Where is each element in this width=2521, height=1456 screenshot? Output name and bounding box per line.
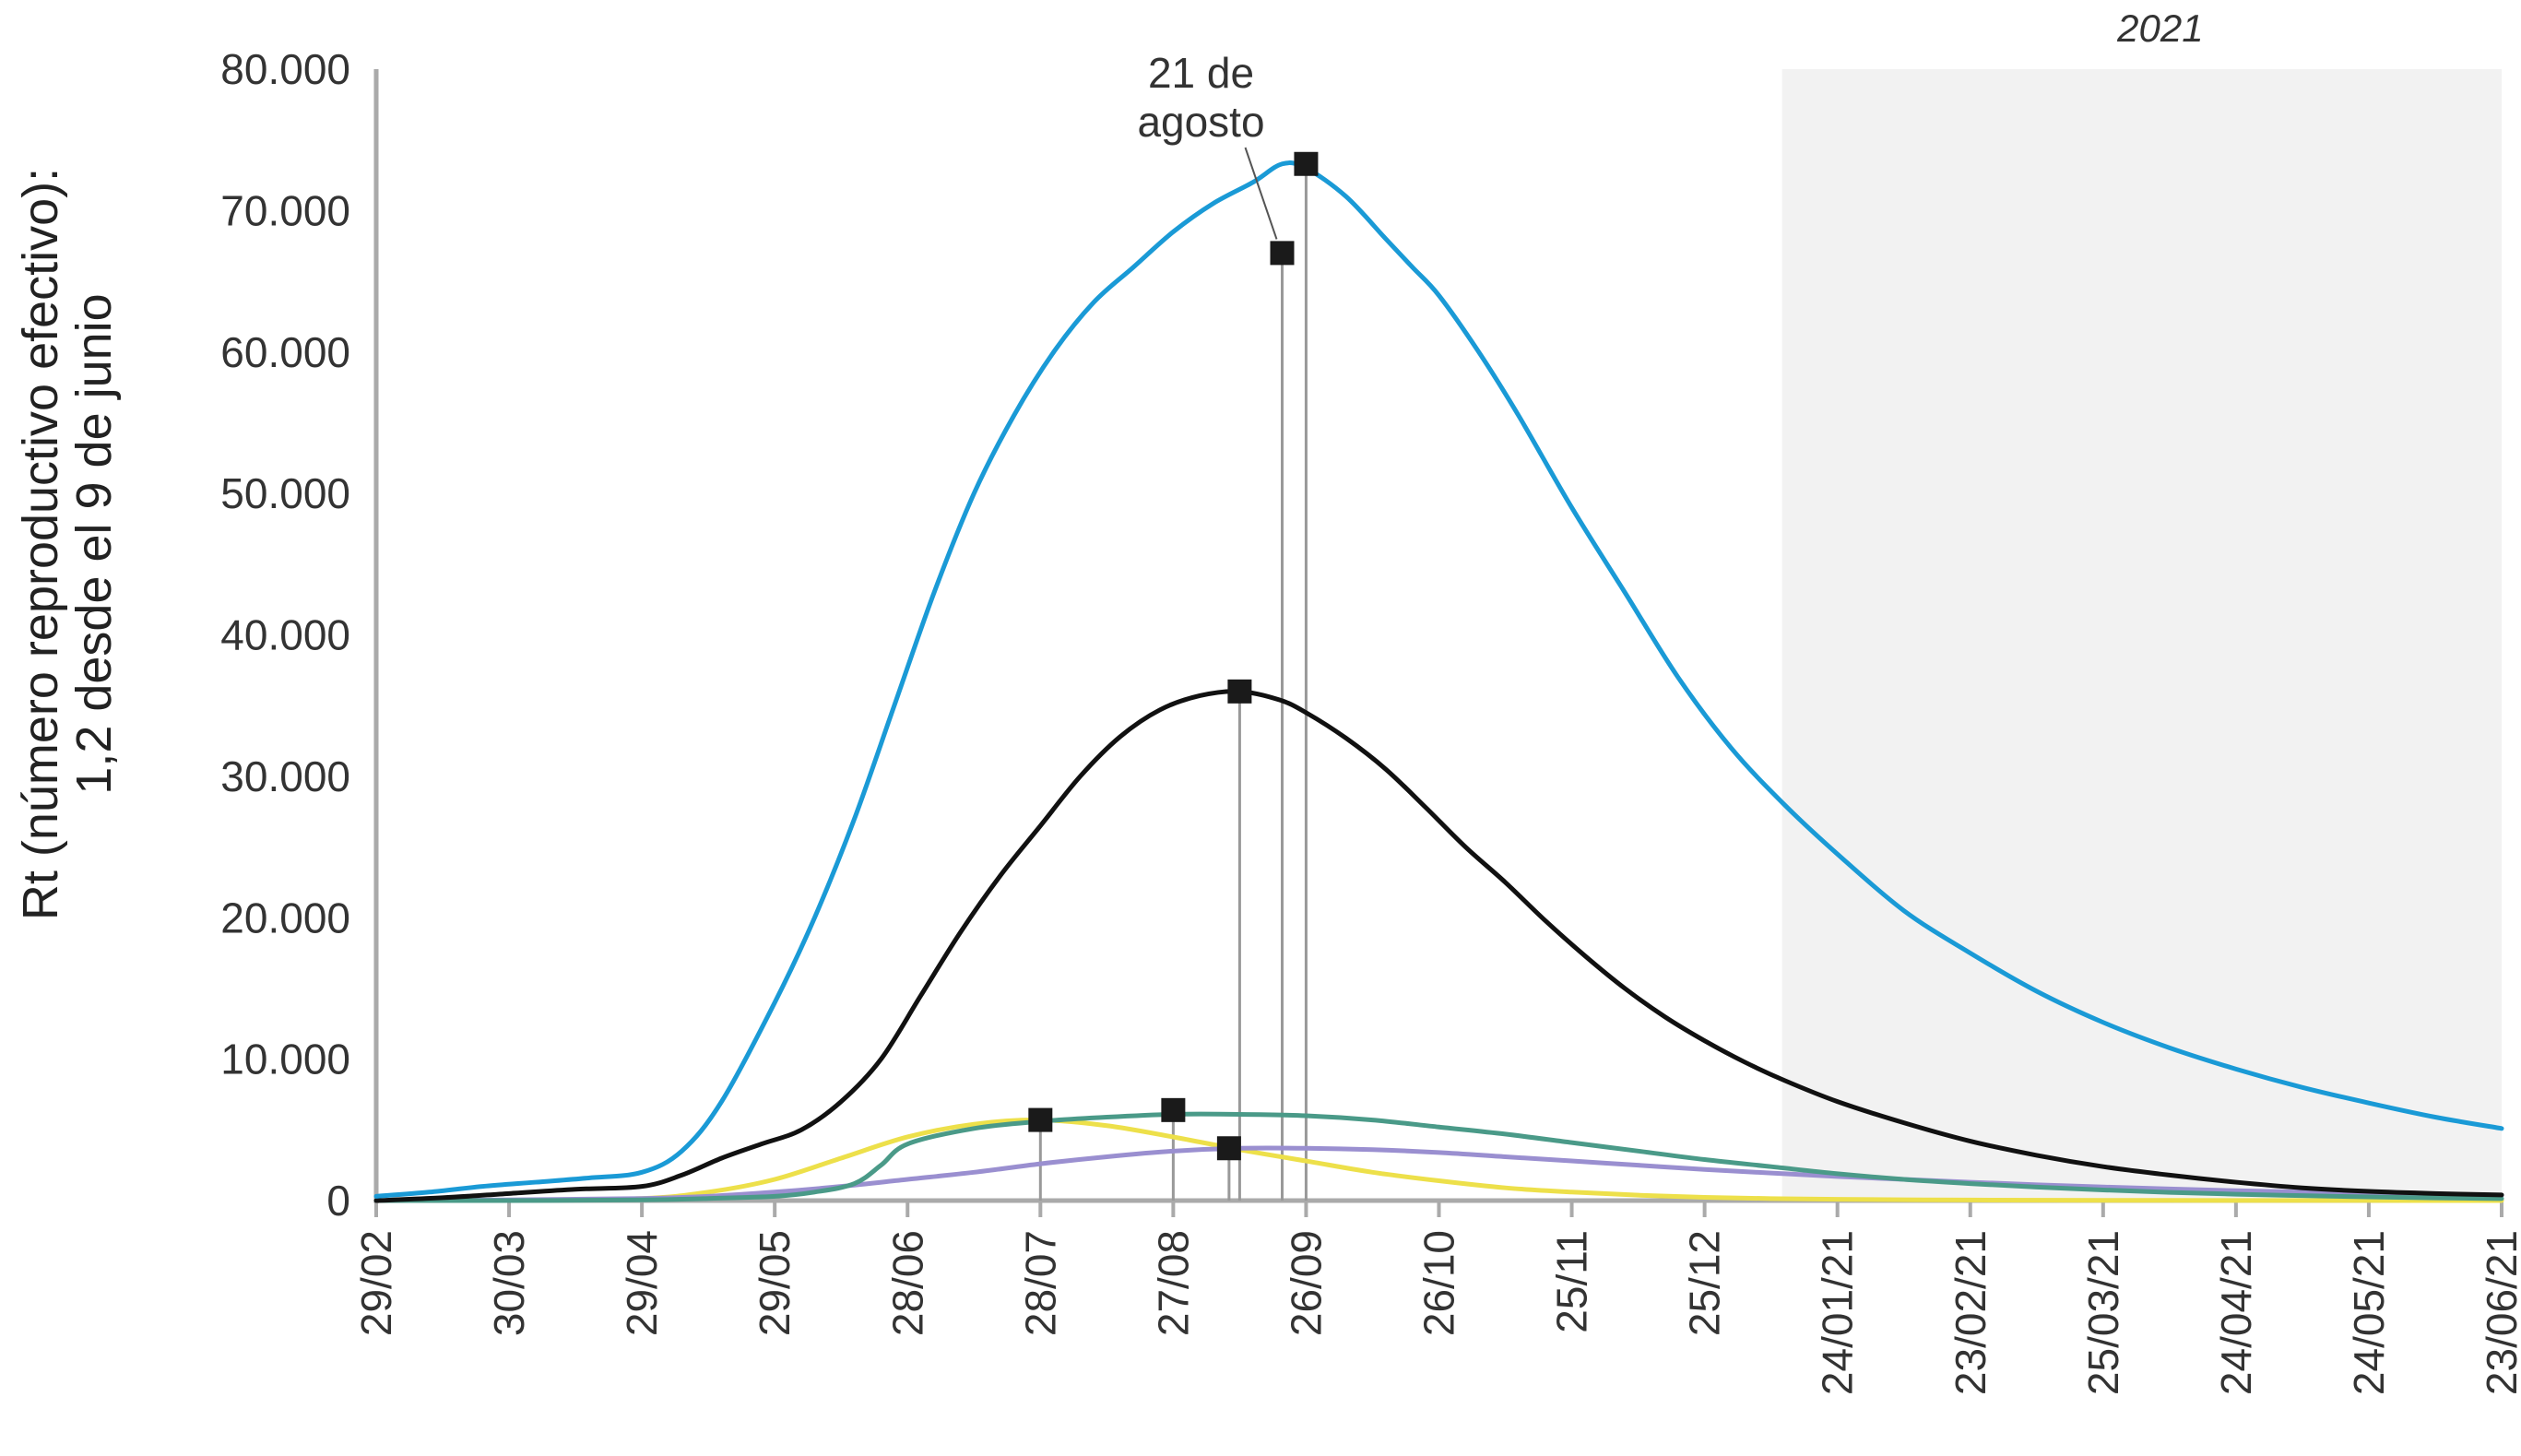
x-tick-label: 25/12	[1681, 1230, 1729, 1336]
y-tick-label: 10.000	[220, 1036, 350, 1083]
y-tick-labels: 0 10.000 20.000 30.000 40.000 50.000 60.000 70.…	[220, 45, 350, 1225]
annotation-text-line-1: 21 de	[1148, 49, 1254, 97]
y-tick-label: 30.000	[220, 752, 350, 800]
series-line	[373, 1118, 2504, 1203]
x-tick-labels: 29/02 30/03 29/04 29/05 28/06 28/07 27/08 26/09…	[352, 1230, 2521, 1395]
y-tick-label: 50.000	[220, 469, 350, 517]
peak-marker	[1028, 1107, 1053, 1132]
x-tick-label: 24/04/21	[2212, 1230, 2260, 1395]
x-tick-label: 27/08	[1149, 1230, 1197, 1336]
y-axis-label-line-2: 1,2 desde el 9 de junio	[66, 293, 122, 794]
peak-marker	[1270, 241, 1295, 266]
series-line	[373, 1111, 2504, 1203]
y-tick-label: 60.000	[220, 328, 350, 376]
x-tick-label: 26/10	[1415, 1230, 1463, 1336]
shaded-2021-region	[1781, 69, 2502, 1201]
x-tick-label: 30/03	[485, 1230, 533, 1336]
annotation-21-agosto: 21 de agosto	[1137, 49, 1278, 240]
y-tick-label: 0	[326, 1177, 350, 1225]
peak-marker	[1294, 151, 1319, 176]
x-tick-marks	[374, 1201, 2503, 1217]
x-tick-label: 28/06	[883, 1230, 931, 1336]
x-tick-label: 26/09	[1282, 1230, 1330, 1336]
y-tick-label: 20.000	[220, 894, 350, 941]
x-tick-label: 28/07	[1016, 1230, 1064, 1336]
x-tick-label: 24/05/21	[2345, 1230, 2393, 1395]
x-tick-label: 29/04	[618, 1230, 666, 1336]
x-tick-label: 24/01/21	[1814, 1230, 1862, 1395]
x-tick-label: 29/02	[352, 1230, 400, 1336]
peak-marker	[1227, 679, 1252, 704]
y-axis-label: Rt (número reproductivo efectivo): 1,2 d…	[13, 168, 122, 920]
y-axis-label-line-1: Rt (número reproductivo efectivo):	[13, 168, 68, 920]
y-tick-label: 40.000	[220, 611, 350, 659]
x-tick-label: 25/03/21	[2079, 1230, 2127, 1395]
peak-markers	[1028, 151, 1319, 1161]
x-tick-label: 23/02/21	[1947, 1230, 1994, 1395]
x-tick-label: 29/05	[751, 1230, 799, 1336]
series-line	[373, 689, 2504, 1203]
y-tick-label: 70.000	[220, 186, 350, 234]
series-line	[373, 1145, 2504, 1203]
peak-marker	[1161, 1097, 1186, 1122]
period-label-2021: 2021	[2116, 6, 2203, 50]
x-tick-label: 23/06/21	[2478, 1230, 2521, 1395]
annotation-text-line-2: agosto	[1137, 98, 1264, 146]
y-tick-label: 80.000	[220, 45, 350, 93]
x-tick-label: 25/11	[1548, 1230, 1596, 1333]
annotation-leader-line	[1244, 147, 1278, 240]
peak-marker	[1216, 1136, 1241, 1161]
